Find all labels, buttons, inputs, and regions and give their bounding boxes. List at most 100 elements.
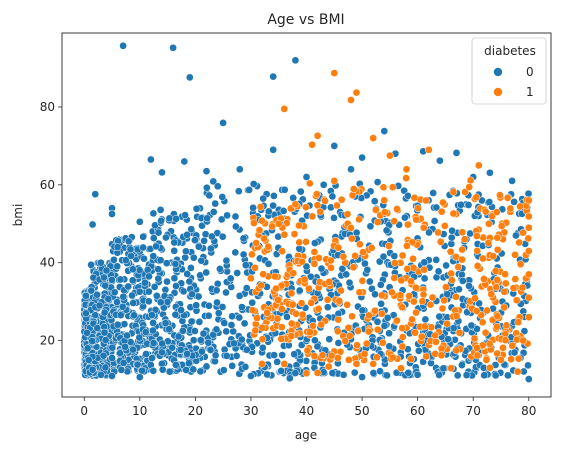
data-point-series-0 [330, 142, 339, 150]
data-point-series-1 [378, 338, 387, 347]
data-point-series-0 [400, 186, 408, 195]
data-point-series-0 [358, 306, 367, 315]
data-point-series-1 [356, 240, 364, 249]
legend-marker-0 [493, 67, 503, 77]
data-point-series-1 [398, 324, 406, 332]
data-point-series-1 [461, 188, 469, 196]
data-point-series-1 [341, 337, 350, 345]
data-point-series-0 [128, 291, 136, 300]
data-point-series-0 [383, 371, 391, 380]
data-point-series-0 [462, 371, 471, 379]
data-point-series-1 [479, 254, 487, 263]
data-point-series-1 [472, 232, 481, 240]
data-point-series-1 [486, 363, 494, 372]
data-point-series-0 [222, 327, 231, 336]
data-point-series-0 [211, 351, 220, 360]
data-point-series-1 [302, 369, 311, 378]
data-point-series-1 [437, 207, 446, 216]
data-point-series-1 [410, 193, 419, 202]
data-point-series-1 [484, 239, 493, 247]
data-point-series-0 [425, 228, 433, 237]
data-point-series-1 [473, 351, 482, 360]
data-point-series-1 [333, 201, 341, 210]
data-point-series-1 [377, 309, 386, 318]
data-point-series-0 [245, 186, 254, 194]
x-tick-label: 30 [243, 404, 258, 418]
data-point-series-0 [124, 237, 133, 246]
data-point-series-0 [464, 201, 473, 209]
data-point-series-0 [191, 327, 199, 335]
data-point-series-0 [436, 156, 444, 165]
data-point-series-0 [185, 73, 194, 82]
data-point-series-0 [161, 319, 170, 328]
data-point-series-0 [162, 233, 170, 242]
data-point-series-0 [194, 242, 203, 251]
data-point-series-1 [280, 105, 289, 113]
data-point-series-1 [300, 275, 309, 284]
data-point-series-0 [524, 361, 532, 370]
data-point-series-0 [379, 252, 388, 261]
data-point-series-1 [365, 311, 373, 320]
data-point-series-1 [501, 270, 509, 279]
data-point-series-0 [196, 336, 205, 344]
data-point-series-1 [511, 275, 520, 283]
data-point-series-0 [171, 361, 180, 369]
y-tick-label: 20 [40, 334, 55, 348]
data-point-series-0 [133, 360, 142, 369]
data-point-series-0 [135, 217, 144, 226]
data-point-series-0 [108, 354, 116, 362]
data-point-series-1 [295, 221, 303, 230]
data-point-series-0 [135, 266, 144, 274]
data-point-series-1 [448, 276, 456, 285]
data-point-series-1 [402, 165, 411, 174]
data-point-series-1 [524, 313, 533, 322]
data-point-series-1 [524, 247, 533, 255]
data-point-series-0 [168, 343, 177, 352]
data-point-series-1 [485, 219, 493, 228]
data-point-series-0 [510, 348, 519, 357]
x-tick-label: 80 [521, 404, 536, 418]
data-point-series-1 [390, 259, 399, 267]
x-tick-label: 50 [354, 404, 369, 418]
data-point-series-1 [449, 209, 458, 218]
data-point-series-0 [435, 312, 444, 321]
data-point-series-1 [439, 198, 447, 207]
data-point-series-1 [431, 331, 440, 340]
data-point-series-0 [212, 286, 221, 295]
data-point-series-1 [271, 272, 279, 281]
data-point-series-0 [140, 254, 148, 263]
data-point-series-1 [287, 319, 296, 328]
data-point-series-0 [229, 327, 238, 336]
data-point-series-0 [174, 332, 183, 341]
data-point-series-0 [129, 345, 137, 354]
data-point-series-1 [502, 321, 511, 330]
data-point-series-0 [158, 168, 166, 177]
data-point-series-1 [491, 267, 500, 275]
data-point-series-0 [219, 366, 228, 374]
data-point-series-0 [110, 255, 118, 264]
data-point-series-0 [325, 335, 334, 344]
chart-title: Age vs BMI [267, 12, 344, 28]
data-point-series-0 [161, 285, 170, 294]
data-point-series-0 [319, 180, 328, 189]
data-point-series-0 [449, 324, 458, 332]
x-tick-label: 10 [132, 404, 147, 418]
data-point-series-1 [371, 306, 379, 315]
data-point-series-0 [278, 351, 287, 359]
data-point-series-1 [405, 292, 414, 300]
data-point-series-1 [483, 306, 491, 315]
data-point-series-0 [118, 302, 127, 311]
data-point-series-0 [269, 145, 278, 154]
data-point-series-1 [516, 260, 525, 269]
data-point-series-0 [241, 261, 250, 270]
data-point-series-1 [428, 293, 437, 302]
data-point-series-0 [206, 244, 215, 253]
data-point-series-0 [369, 369, 378, 377]
data-point-series-1 [427, 323, 436, 332]
data-point-series-1 [480, 275, 488, 283]
data-point-series-0 [100, 328, 109, 337]
data-point-series-0 [228, 312, 236, 321]
data-point-series-1 [348, 312, 356, 321]
legend-entry-0: 0 [493, 65, 534, 79]
data-point-series-1 [409, 264, 418, 272]
